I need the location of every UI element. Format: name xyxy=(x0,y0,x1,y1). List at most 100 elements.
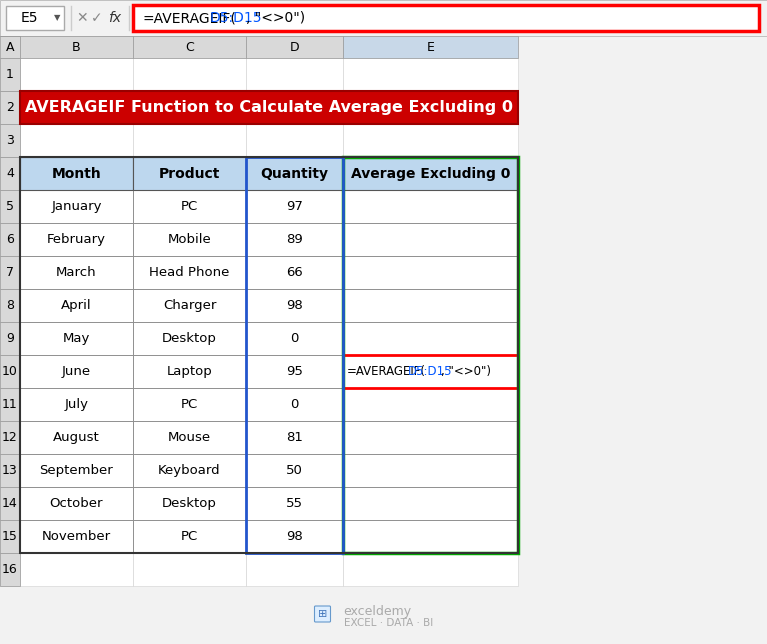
Bar xyxy=(343,421,518,454)
Text: 50: 50 xyxy=(286,464,303,477)
Bar xyxy=(0,355,20,388)
Bar xyxy=(246,421,343,454)
Text: Desktop: Desktop xyxy=(162,332,217,345)
Text: 15: 15 xyxy=(2,530,18,543)
Bar xyxy=(0,58,20,91)
Bar xyxy=(343,487,518,520)
Bar xyxy=(20,124,133,157)
Bar xyxy=(343,388,518,421)
Text: July: July xyxy=(64,398,88,411)
Text: 89: 89 xyxy=(286,233,303,246)
Bar xyxy=(343,36,518,58)
Text: 66: 66 xyxy=(286,266,303,279)
Bar xyxy=(343,157,518,190)
Bar xyxy=(0,421,20,454)
Text: C: C xyxy=(185,41,194,53)
Bar xyxy=(246,520,343,553)
Text: Keyboard: Keyboard xyxy=(158,464,221,477)
Bar xyxy=(133,322,246,355)
Text: April: April xyxy=(61,299,92,312)
Bar xyxy=(343,322,518,355)
Bar xyxy=(246,190,343,223)
Bar xyxy=(20,223,133,256)
Bar xyxy=(343,91,518,124)
Text: 5: 5 xyxy=(6,200,14,213)
Bar xyxy=(246,289,343,322)
Text: 55: 55 xyxy=(286,497,303,510)
Bar xyxy=(0,421,20,454)
Bar xyxy=(0,388,20,421)
Bar xyxy=(20,289,133,322)
Bar xyxy=(133,388,246,421)
Bar xyxy=(343,124,518,157)
Bar xyxy=(133,223,246,256)
Bar xyxy=(133,91,246,124)
Text: 0: 0 xyxy=(291,332,298,345)
Bar xyxy=(133,223,246,256)
Text: 14: 14 xyxy=(2,497,18,510)
Bar xyxy=(20,289,133,322)
Bar xyxy=(246,454,343,487)
Bar xyxy=(343,421,518,454)
Bar xyxy=(133,157,246,190)
Bar xyxy=(133,487,246,520)
Text: AVERAGEIF Function to Calculate Average Excluding 0: AVERAGEIF Function to Calculate Average … xyxy=(25,100,513,115)
Text: PC: PC xyxy=(181,530,198,543)
Bar xyxy=(20,58,133,91)
Text: 98: 98 xyxy=(286,299,303,312)
Bar xyxy=(246,454,343,487)
Bar xyxy=(6,6,64,30)
Bar xyxy=(20,256,133,289)
Bar xyxy=(133,36,246,58)
Bar xyxy=(0,91,20,124)
Bar xyxy=(20,190,133,223)
Bar xyxy=(246,124,343,157)
Bar xyxy=(0,454,20,487)
Text: Head Phone: Head Phone xyxy=(150,266,229,279)
Bar xyxy=(246,553,343,586)
Text: Mouse: Mouse xyxy=(168,431,211,444)
Bar xyxy=(0,289,20,322)
Bar xyxy=(343,454,518,487)
Bar xyxy=(0,487,20,520)
Bar xyxy=(0,355,20,388)
Text: A: A xyxy=(5,41,15,53)
Bar xyxy=(246,289,343,322)
Bar xyxy=(133,157,246,190)
Bar xyxy=(343,289,518,322)
Bar xyxy=(20,322,133,355)
Bar xyxy=(20,388,133,421)
Text: August: August xyxy=(53,431,100,444)
Bar xyxy=(20,487,133,520)
Bar xyxy=(133,553,246,586)
Bar xyxy=(133,355,246,388)
Text: 95: 95 xyxy=(286,365,303,378)
Bar xyxy=(0,0,767,36)
Bar xyxy=(20,355,133,388)
Bar xyxy=(133,124,246,157)
Bar xyxy=(0,190,20,223)
Bar xyxy=(20,91,518,124)
Text: fx: fx xyxy=(108,11,121,25)
Bar xyxy=(133,5,759,31)
Text: Laptop: Laptop xyxy=(166,365,212,378)
Bar xyxy=(246,388,343,421)
Bar xyxy=(133,520,246,553)
Bar xyxy=(133,487,246,520)
Text: 12: 12 xyxy=(2,431,18,444)
Bar xyxy=(343,157,518,553)
Bar xyxy=(343,322,518,355)
Bar xyxy=(133,322,246,355)
Bar xyxy=(20,190,133,223)
Bar xyxy=(246,58,343,91)
Bar xyxy=(20,322,133,355)
Bar xyxy=(133,454,246,487)
Bar xyxy=(343,190,518,223)
Text: January: January xyxy=(51,200,102,213)
Bar xyxy=(246,322,343,355)
Bar xyxy=(0,487,20,520)
Text: E5: E5 xyxy=(20,11,38,25)
Bar xyxy=(20,487,133,520)
Text: Desktop: Desktop xyxy=(162,497,217,510)
Bar xyxy=(246,157,343,190)
